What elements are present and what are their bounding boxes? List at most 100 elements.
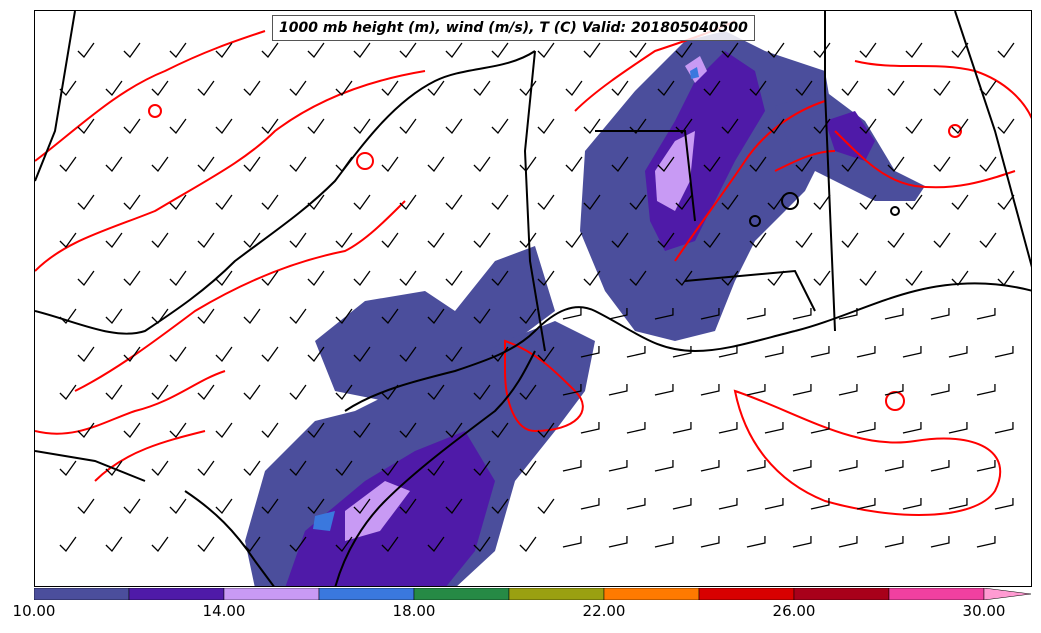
wind-barb bbox=[445, 498, 463, 515]
wind-barb bbox=[105, 232, 123, 249]
wind-barb bbox=[562, 308, 582, 320]
wind-barb bbox=[289, 156, 307, 173]
wind-barb bbox=[105, 80, 123, 97]
wind-barb bbox=[749, 80, 767, 97]
wind-barb bbox=[951, 194, 969, 211]
wind-barb bbox=[629, 194, 647, 211]
wind-barb bbox=[381, 156, 399, 173]
wind-barb bbox=[905, 194, 923, 211]
wind-barb bbox=[399, 498, 417, 515]
wind-barb bbox=[767, 42, 785, 59]
wind-barb bbox=[580, 422, 600, 434]
wind-barb bbox=[795, 156, 813, 173]
wind-barb bbox=[951, 118, 969, 135]
wind-barb bbox=[887, 232, 905, 249]
wind-barb bbox=[215, 42, 233, 59]
wind-barb bbox=[491, 118, 509, 135]
wind-barb bbox=[77, 42, 95, 59]
wind-barb bbox=[721, 118, 739, 135]
wind-barb bbox=[537, 346, 555, 363]
wind-barb bbox=[427, 156, 445, 173]
wind-barb bbox=[215, 498, 233, 515]
wind-barb bbox=[519, 80, 537, 97]
wind-barb bbox=[105, 156, 123, 173]
wind-barb bbox=[795, 232, 813, 249]
wind-barb bbox=[611, 156, 629, 173]
wind-barb bbox=[565, 232, 583, 249]
wind-barb bbox=[197, 308, 215, 325]
wind-barb bbox=[979, 156, 997, 173]
wind-barb bbox=[718, 498, 738, 510]
wind-barb bbox=[261, 422, 279, 439]
wind-barb bbox=[721, 270, 739, 287]
wind-barb bbox=[381, 232, 399, 249]
wind-barb bbox=[746, 384, 766, 396]
wind-barb bbox=[169, 422, 187, 439]
wind-barb bbox=[721, 194, 739, 211]
wind-barb bbox=[997, 270, 1015, 287]
wind-barb bbox=[902, 422, 922, 434]
wind-barb bbox=[491, 194, 509, 211]
wind-barb bbox=[675, 194, 693, 211]
wind-barb bbox=[654, 308, 674, 320]
wind-barb bbox=[261, 194, 279, 211]
wind-barb bbox=[994, 498, 1014, 510]
wind-barb bbox=[77, 118, 95, 135]
wind-barb bbox=[979, 232, 997, 249]
wind-barb bbox=[473, 460, 491, 477]
wind-barb bbox=[445, 118, 463, 135]
wind-barb bbox=[169, 194, 187, 211]
wind-barb bbox=[764, 346, 784, 358]
wind-barb bbox=[261, 270, 279, 287]
wind-barb bbox=[77, 270, 95, 287]
wind-barb bbox=[626, 422, 646, 434]
wind-barb bbox=[611, 232, 629, 249]
wind-barb bbox=[519, 308, 537, 325]
wind-barb bbox=[675, 270, 693, 287]
wind-barb bbox=[491, 346, 509, 363]
wind-barb bbox=[884, 384, 904, 396]
wind-barb bbox=[123, 422, 141, 439]
wind-barb bbox=[629, 42, 647, 59]
wind-barb bbox=[795, 80, 813, 97]
wind-barb bbox=[491, 498, 509, 515]
wind-barb bbox=[905, 42, 923, 59]
wind-barb bbox=[289, 536, 307, 553]
colorbar-tick-label: 10.00 bbox=[12, 602, 56, 620]
wind-barb bbox=[491, 42, 509, 59]
wind-barb bbox=[859, 270, 877, 287]
wind-barb bbox=[77, 194, 95, 211]
wind-barb bbox=[519, 460, 537, 477]
wind-barb bbox=[902, 498, 922, 510]
wind-barb bbox=[335, 384, 353, 401]
colorbar-segment bbox=[603, 588, 700, 600]
wind-barb bbox=[243, 308, 261, 325]
wind-barb bbox=[608, 536, 628, 548]
wind-barb bbox=[335, 156, 353, 173]
wind-barb bbox=[427, 384, 445, 401]
wind-barb bbox=[399, 270, 417, 287]
wind-barb bbox=[703, 80, 721, 97]
wind-barb bbox=[976, 536, 996, 548]
wind-barb bbox=[105, 384, 123, 401]
wind-barb bbox=[59, 80, 77, 97]
wind-barb bbox=[77, 346, 95, 363]
wind-barb bbox=[902, 346, 922, 358]
wind-barb bbox=[123, 346, 141, 363]
wind-barb bbox=[77, 498, 95, 515]
wind-barb bbox=[335, 308, 353, 325]
colorbar-tick-label: 14.00 bbox=[202, 602, 246, 620]
wind-barb bbox=[792, 460, 812, 472]
wind-barb bbox=[427, 232, 445, 249]
wind-barb bbox=[994, 422, 1014, 434]
wind-barb bbox=[215, 194, 233, 211]
wind-barb bbox=[445, 42, 463, 59]
wind-barb bbox=[307, 346, 325, 363]
wind-barb bbox=[105, 308, 123, 325]
wind-barb bbox=[997, 118, 1015, 135]
wind-barb bbox=[672, 346, 692, 358]
wind-barb bbox=[884, 460, 904, 472]
wind-barb bbox=[856, 498, 876, 510]
wind-barb bbox=[381, 384, 399, 401]
wind-barb bbox=[243, 156, 261, 173]
